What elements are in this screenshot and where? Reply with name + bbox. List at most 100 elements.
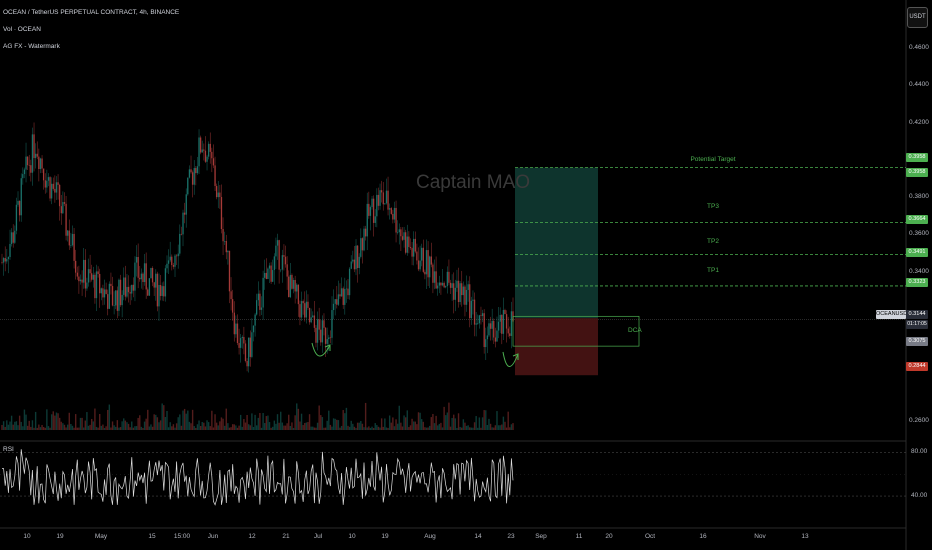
date-axis-tick: 21 [282,533,290,540]
volume-bar [284,425,287,430]
volume-bar [199,426,202,430]
candle-body [509,333,511,336]
candle-body [310,317,312,323]
volume-bar [345,407,348,430]
candle-body [268,265,271,269]
candle-body [469,284,471,319]
candle-body [2,258,5,263]
candle-body [380,190,383,193]
volume-bar [163,405,165,430]
candle-body [339,294,341,297]
volume-bar [456,427,458,430]
candle-body [497,321,500,331]
volume-bar [300,413,303,430]
volume-bar [175,423,178,430]
volume-bar [326,420,328,430]
volume-bar [219,421,221,430]
volume-bar [388,415,391,430]
volume-bar [292,427,295,430]
volume-bar [262,413,264,430]
volume-bar [68,412,70,430]
candle-body [57,182,59,185]
volume-bar [281,422,284,430]
candle-body [284,256,287,265]
volume-bar [364,402,367,430]
volume-bar [419,412,421,430]
candle-body [25,156,27,170]
currency-button[interactable]: USDT [907,7,928,28]
candle-body [382,192,384,205]
candle-body [398,229,400,233]
volume-bar [412,421,415,430]
volume-bar [33,427,35,430]
candle-body [307,301,309,308]
candle-body [191,172,194,185]
candle-body [110,283,112,287]
candle-body [371,198,373,208]
candle-body [257,293,260,301]
candle-body [63,202,66,204]
volume-bar [84,420,86,430]
candle-body [23,169,26,175]
volume-bar [167,427,170,430]
volume-bar [73,427,75,430]
candle-body [195,168,197,174]
candle-body [401,236,404,240]
candle-body [438,282,441,286]
candle-body [345,288,348,290]
price-axis-tick: 0.2600 [909,416,929,424]
candle-body [408,236,410,247]
candle-body [92,274,95,280]
arrow-head [512,353,519,360]
volume-bar [228,427,231,430]
volume-bar [366,427,368,430]
volume-bar [493,427,495,430]
volume-indicator-label[interactable]: Vol · OCEAN [3,26,41,33]
volume-bar [151,426,154,430]
volume-bar [486,424,489,430]
volume-bar [427,427,429,430]
volume-bar [164,416,167,430]
candle-body [252,325,255,333]
watermark-indicator-label[interactable]: AG FX - Watermark [3,43,60,50]
volume-bar [312,426,314,430]
candle-body [188,169,191,178]
candle-body [457,280,460,303]
tp3-price-tag: 0.3664 [906,215,928,224]
volume-bar [55,412,58,430]
candle-body [475,323,477,325]
rsi-indicator-label[interactable]: RSI [3,446,14,453]
volume-bar [339,427,341,430]
candle-body [337,294,340,305]
volume-bar [166,410,168,430]
candle-body [127,286,130,293]
volume-bar [36,427,38,430]
arrow-curve [311,342,331,357]
volume-bar [507,411,509,430]
candle-body [433,271,436,283]
volume-bar [209,426,211,430]
volume-bar [324,427,327,430]
volume-bar [387,427,389,430]
volume-bar [44,427,46,430]
price-axis-tick: 0.4400 [909,81,929,89]
price-axis-tick: 0.4200 [909,118,929,126]
candle-body [489,323,492,329]
candle-body [41,158,43,169]
volume-bar [196,424,199,430]
candle-body [20,178,22,216]
date-axis-tick: Oct [644,533,656,540]
candle-body [47,177,50,181]
volume-bar [454,418,457,430]
volume-bar [249,425,251,430]
volume-bar [472,427,474,430]
candle-body [449,282,452,288]
target-zone [515,167,598,319]
volume-bar [401,426,404,430]
volume-bar [238,425,240,430]
candle-body [276,240,279,246]
candle-body [461,283,463,296]
candle-body [76,272,78,277]
candle-body [273,256,276,271]
